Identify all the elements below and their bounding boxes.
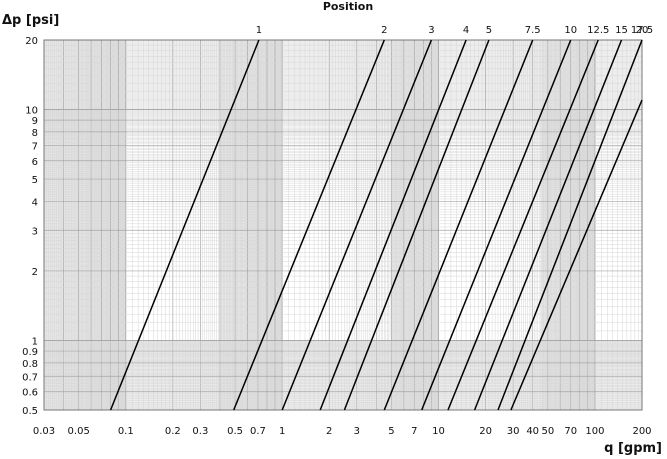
x-tick-label: 50 bbox=[541, 426, 554, 437]
x-tick-label: 0.2 bbox=[165, 426, 181, 437]
x-tick-label: 7 bbox=[411, 426, 417, 437]
series-line-17.5 bbox=[497, 39, 643, 411]
x-tick-label: 70 bbox=[564, 426, 577, 437]
grid bbox=[43, 39, 643, 411]
series-line-15 bbox=[473, 39, 623, 411]
x-tick-label: 20 bbox=[479, 426, 492, 437]
x-tick-label: 0.3 bbox=[192, 426, 208, 437]
series-line-12.5 bbox=[447, 39, 599, 411]
position-label-15: 15 bbox=[615, 25, 628, 36]
x-tick-label: 40 bbox=[526, 426, 539, 437]
series-line-4 bbox=[319, 39, 467, 411]
series-line-3 bbox=[281, 39, 433, 411]
series-line-5 bbox=[343, 39, 490, 411]
x-tick-label: 0.1 bbox=[118, 426, 134, 437]
series-line-10 bbox=[421, 39, 572, 411]
x-tick-label: 5 bbox=[388, 426, 394, 437]
position-label-12.5: 12.5 bbox=[587, 25, 609, 36]
y-tick-label: 9 bbox=[32, 116, 38, 127]
position-label-3: 3 bbox=[428, 25, 434, 36]
position-label-10: 10 bbox=[564, 25, 577, 36]
y-tick-label: 7 bbox=[32, 141, 38, 152]
x-tick-label: 0.05 bbox=[68, 426, 90, 437]
chart-title: Position bbox=[323, 0, 373, 13]
x-tick-label: 200 bbox=[632, 426, 651, 437]
y-tick-label: 5 bbox=[32, 175, 38, 186]
x-tick-label: 1 bbox=[279, 426, 285, 437]
position-label-7.5: 7.5 bbox=[525, 25, 541, 36]
position-label-4: 4 bbox=[463, 25, 469, 36]
y-tick-label: 8 bbox=[32, 128, 38, 139]
y-tick-label: 2 bbox=[32, 267, 38, 278]
x-tick-label: 2 bbox=[326, 426, 332, 437]
position-label-20: 20 bbox=[636, 25, 649, 36]
y-tick-label: 20 bbox=[25, 36, 38, 47]
series-lines bbox=[109, 39, 643, 411]
y-axis-title: Δp [psi] bbox=[2, 13, 59, 28]
y-tick-label: 0.8 bbox=[22, 359, 38, 370]
x-axis-title: q [gpm] bbox=[604, 441, 662, 456]
y-tick-label: 1 bbox=[32, 336, 38, 347]
x-tick-label: 0.03 bbox=[33, 426, 55, 437]
y-tick-label: 0.5 bbox=[22, 406, 38, 417]
y-tick-label: 0.9 bbox=[22, 347, 38, 358]
plot-frame bbox=[43, 39, 643, 411]
y-tick-label: 3 bbox=[32, 226, 38, 237]
series-line-20 bbox=[510, 99, 643, 411]
series-line-1 bbox=[109, 39, 260, 411]
position-labels: 1 2 3 4 5 7.5 10 12.5 15 17.520 bbox=[256, 25, 653, 36]
series-line-2 bbox=[233, 39, 385, 411]
position-label-2: 2 bbox=[381, 25, 387, 36]
y-tick-label: 4 bbox=[32, 197, 38, 208]
y-tick-label: 0.6 bbox=[22, 388, 38, 399]
position-label-5: 5 bbox=[486, 25, 492, 36]
y-tick-label: 10 bbox=[25, 106, 38, 117]
x-tick-label: 3 bbox=[354, 426, 360, 437]
x-tick-label: 30 bbox=[507, 426, 520, 437]
position-label-1: 1 bbox=[256, 25, 262, 36]
y-tick-label: 0.7 bbox=[22, 372, 38, 383]
position-label-17.5: 17.5 bbox=[631, 25, 653, 36]
x-tick-labels: 0.03 0.05 0.1 0.2 0.3 0.5 0.7 1 2 3 5 7 10 20 30 40 50 70… bbox=[33, 426, 652, 437]
y-tick-label: 6 bbox=[32, 157, 38, 168]
x-tick-label: 0.5 bbox=[227, 426, 243, 437]
x-tick-label: 10 bbox=[432, 426, 445, 437]
x-tick-label: 0.7 bbox=[250, 426, 266, 437]
x-tick-label: 100 bbox=[585, 426, 604, 437]
series-line-7.5 bbox=[383, 39, 534, 411]
